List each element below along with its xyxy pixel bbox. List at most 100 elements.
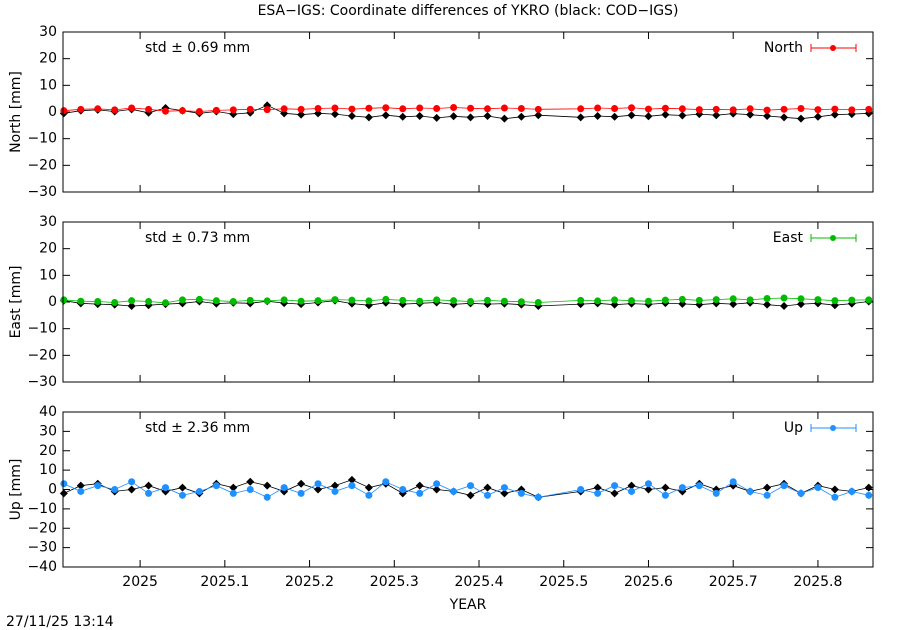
- data-point: [415, 481, 424, 490]
- x-axis-label: YEAR: [449, 597, 487, 613]
- data-point: [577, 105, 585, 113]
- data-point: [594, 104, 602, 112]
- data-point: [162, 299, 170, 307]
- y-tick-label: −10: [27, 321, 57, 337]
- data-point: [127, 302, 136, 310]
- data-point: [111, 106, 119, 114]
- timestamp: 27/11/25 13:14: [6, 614, 114, 630]
- data-point: [865, 105, 873, 113]
- data-point: [433, 296, 441, 304]
- data-point: [593, 483, 602, 492]
- legend-marker: [830, 235, 836, 241]
- data-point: [848, 296, 856, 304]
- data-point: [212, 297, 220, 305]
- y-tick-label: −20: [27, 347, 57, 363]
- data-point: [848, 487, 856, 495]
- data-point: [517, 105, 525, 113]
- data-point: [814, 484, 822, 492]
- data-point: [364, 113, 373, 122]
- data-point: [94, 297, 102, 305]
- data-point: [695, 296, 703, 304]
- data-point: [433, 105, 441, 113]
- data-point: [644, 297, 652, 305]
- data-point: [661, 104, 669, 112]
- data-point: [347, 475, 356, 484]
- data-point: [212, 106, 220, 114]
- data-point: [128, 104, 136, 112]
- data-point: [500, 297, 508, 305]
- x-tick-label: 2025.7: [709, 574, 758, 590]
- data-point: [416, 489, 424, 497]
- data-point: [780, 302, 789, 310]
- data-point: [178, 107, 186, 115]
- data-point: [263, 493, 271, 501]
- data-point: [145, 297, 153, 305]
- data-point: [94, 482, 102, 490]
- data-point: [797, 105, 805, 113]
- data-point: [483, 296, 491, 304]
- y-tick-label: 10: [39, 462, 57, 478]
- data-point: [59, 489, 68, 498]
- data-point: [695, 106, 703, 114]
- data-point: [331, 487, 339, 495]
- y-tick-label: 0: [48, 104, 57, 120]
- data-point: [365, 297, 373, 305]
- data-point: [627, 481, 636, 490]
- data-point: [348, 482, 356, 490]
- data-point: [661, 491, 669, 499]
- y-tick-label: −30: [27, 184, 57, 200]
- data-point: [467, 104, 475, 112]
- data-point: [178, 296, 186, 304]
- data-point: [814, 296, 822, 304]
- data-point: [60, 107, 68, 115]
- data-point: [797, 295, 805, 303]
- data-point: [450, 297, 458, 305]
- chart-title: ESA−IGS: Coordinate differences of YKRO …: [258, 3, 679, 19]
- data-point: [314, 105, 322, 113]
- data-point: [830, 110, 839, 119]
- annotation: std ± 0.69 mm: [145, 40, 250, 56]
- data-point: [365, 104, 373, 112]
- data-point: [678, 111, 687, 120]
- data-point: [449, 112, 458, 121]
- data-point: [661, 483, 670, 492]
- data-point: [467, 482, 475, 490]
- data-point: [534, 111, 543, 120]
- data-point: [611, 105, 619, 113]
- data-point: [577, 296, 585, 304]
- data-point: [517, 489, 525, 497]
- data-point: [814, 106, 822, 114]
- data-point: [576, 113, 585, 122]
- data-point: [246, 486, 254, 493]
- y-tick-label: 20: [39, 443, 57, 459]
- data-point: [628, 487, 636, 495]
- data-point: [314, 297, 322, 305]
- data-point: [466, 113, 475, 122]
- data-point: [500, 489, 509, 498]
- data-point: [746, 487, 754, 495]
- data-point: [263, 481, 272, 490]
- data-point: [60, 296, 68, 304]
- data-point: [797, 489, 805, 497]
- data-point: [712, 489, 720, 497]
- data-point: [178, 491, 186, 499]
- y-tick-label: −20: [27, 157, 57, 173]
- y-tick-label: −10: [27, 131, 57, 147]
- data-point: [416, 297, 424, 305]
- data-point: [195, 487, 203, 495]
- y-tick-label: 0: [48, 294, 57, 310]
- data-point: [433, 480, 441, 488]
- x-tick-label: 2025.4: [455, 574, 504, 590]
- data-point: [432, 485, 441, 494]
- y-axis-label: East [mm]: [8, 266, 24, 339]
- data-point: [796, 300, 805, 309]
- data-point: [534, 105, 542, 113]
- data-point: [330, 481, 339, 490]
- y-tick-label: 30: [39, 214, 57, 230]
- data-point: [111, 486, 119, 493]
- data-point: [610, 489, 619, 498]
- data-point: [229, 106, 237, 114]
- data-point: [729, 478, 737, 486]
